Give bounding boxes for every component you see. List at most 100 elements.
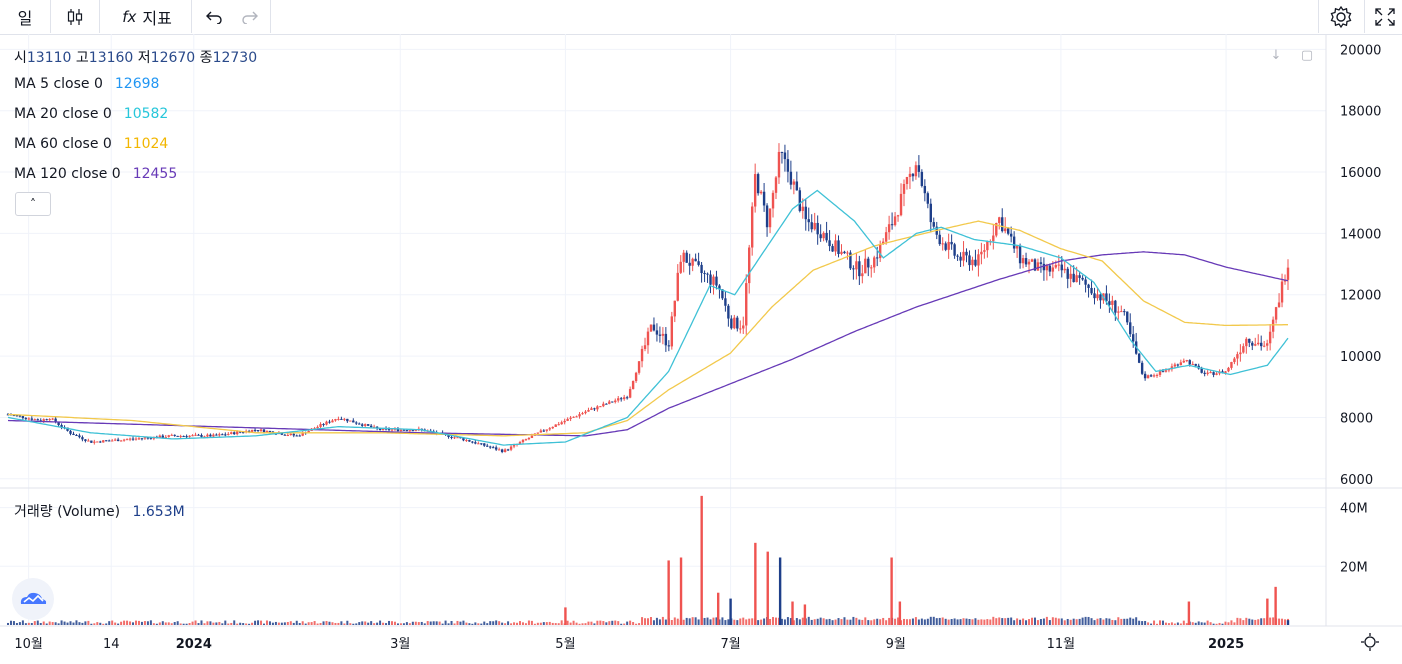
volume-bar [602, 621, 605, 625]
volume-bar [1215, 623, 1218, 625]
volume-bar [932, 616, 935, 625]
candle-body [917, 165, 921, 172]
candle-body [795, 181, 799, 191]
chevron-up-icon: ˄ [30, 197, 36, 211]
volume-bar [554, 623, 557, 625]
time-axis[interactable]: 10월 14 2024 3월 5월 7월 9월 11월 2025 [14, 637, 1244, 652]
volume-bar [1194, 622, 1197, 625]
volume-bar [152, 623, 155, 625]
pane-move-down-button[interactable]: ↓ [1267, 46, 1285, 64]
legend-collapse-button[interactable]: ˄ [15, 192, 51, 216]
volume-bar [861, 619, 864, 625]
candle-body [634, 372, 638, 382]
candle-body [173, 434, 176, 436]
chart-type-button[interactable] [51, 0, 99, 33]
volume-bar [566, 620, 569, 625]
volume-bar [248, 623, 251, 625]
price-axis[interactable]: 20000 18000 16000 14000 12000 10000 8000 6000 [1340, 43, 1381, 487]
candle-body [977, 254, 980, 266]
candle-body [605, 403, 608, 405]
ma20-legend[interactable]: MA 20 close 0 10582 [14, 106, 168, 122]
volume-legend[interactable]: 거래량 (Volume) 1.653M [14, 501, 185, 521]
candle-body [742, 325, 745, 329]
undo-button[interactable] [198, 0, 230, 33]
redo-button[interactable] [234, 0, 266, 33]
candle-body [646, 331, 650, 346]
candle-body [105, 440, 108, 442]
volume-bar [1233, 622, 1236, 625]
volume-bar [298, 623, 301, 625]
volume-bar [1093, 620, 1096, 625]
candle-body [703, 273, 706, 275]
candle-body [587, 409, 590, 412]
undo-icon [206, 11, 222, 24]
candle-body [1164, 370, 1168, 372]
interval-button[interactable]: 일 [17, 8, 33, 28]
indicators-button[interactable]: fx 지표 [104, 0, 190, 33]
ma5-legend[interactable]: MA 5 close 0 12698 [14, 76, 159, 92]
candle-body [1009, 233, 1013, 237]
candle-body [715, 276, 718, 286]
settings-button[interactable] [1322, 0, 1360, 33]
candle-body [1126, 311, 1129, 323]
volume-bar [135, 620, 137, 625]
volume-bar [325, 621, 328, 625]
volume-bar [947, 619, 950, 625]
pane-maximize-button[interactable]: ▢ [1298, 46, 1316, 64]
volume-bar [1248, 618, 1251, 625]
candle-body [137, 438, 141, 440]
volume-bar [376, 622, 379, 625]
candle-body [36, 419, 39, 421]
volume-bar [438, 621, 441, 625]
candle-body [896, 215, 900, 217]
ma60-legend[interactable]: MA 60 close 0 11024 [14, 136, 168, 152]
time-axis-settings-button[interactable] [1361, 633, 1379, 651]
candle-body [372, 426, 376, 428]
time-tick-label: 5월 [555, 637, 575, 652]
candle-body [1069, 273, 1072, 279]
volume-bar [1054, 617, 1057, 625]
candle-body [777, 151, 781, 178]
volume-bar [289, 621, 292, 625]
volume-bar [986, 619, 989, 625]
candle-body [361, 424, 364, 426]
fullscreen-button[interactable] [1368, 0, 1402, 33]
volume-axis[interactable]: 40M 20M [1340, 502, 1368, 576]
volume-bar [257, 620, 260, 625]
candle-body [500, 449, 504, 452]
volume-bar [682, 619, 685, 625]
volume-bar [331, 622, 334, 625]
volume-bar [1245, 617, 1248, 625]
candle-body [334, 419, 337, 421]
candle-body [676, 272, 679, 301]
candle-body [700, 264, 703, 274]
volume-bar [593, 623, 596, 625]
volume-bar [182, 623, 185, 625]
volume-bar [545, 622, 548, 625]
volume-bar [111, 620, 114, 625]
tradingview-logo[interactable] [12, 578, 54, 620]
candle-body [920, 171, 924, 186]
volume-bar [158, 622, 161, 625]
candle-body [494, 447, 498, 450]
candle-body [542, 430, 546, 432]
volume-bar [569, 622, 572, 625]
price-tick-label: 18000 [1340, 105, 1381, 120]
volume-bar [1227, 622, 1230, 625]
volume-bar [959, 619, 962, 625]
candle-body [99, 441, 102, 443]
volume-bar [852, 616, 855, 625]
chart-canvas[interactable]: 20000 18000 16000 14000 12000 10000 8000 6000 4… [0, 34, 1402, 664]
volume-bar [373, 623, 376, 625]
candle-body [1274, 307, 1278, 320]
volume-bar [501, 622, 504, 625]
volume-bar [709, 619, 712, 625]
candle-body [134, 438, 138, 440]
candle-body [864, 258, 867, 274]
volume-bar [328, 621, 331, 625]
ma120-legend[interactable]: MA 120 close 0 12455 [14, 166, 177, 182]
price-tick-label: 16000 [1340, 166, 1381, 181]
candle-body [551, 426, 554, 429]
volume-bar [462, 620, 465, 625]
volume-bar [632, 622, 635, 625]
